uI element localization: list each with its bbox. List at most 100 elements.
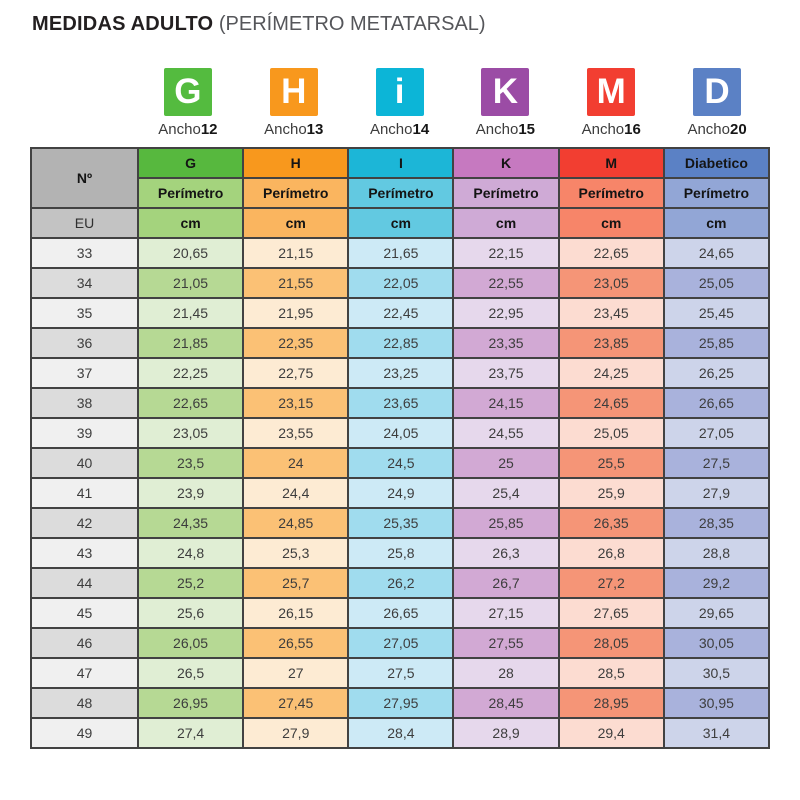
ancho-value: 14 [412, 121, 430, 138]
value-cell: 25,8 [347, 537, 455, 569]
value-cell: 24,65 [662, 237, 771, 269]
value-cell: 22,35 [242, 327, 350, 359]
size-cell: 45 [30, 597, 139, 629]
value-cell: 23,55 [242, 417, 350, 449]
value-cell: 29,65 [662, 597, 771, 629]
value-cell: 24,8 [136, 537, 245, 569]
header-row-units: EU cm cm cm cm cm cm [30, 207, 771, 239]
ancho-value: 15 [518, 121, 536, 138]
value-cell: 22,55 [452, 267, 560, 299]
table-row: 37 22,25 22,75 23,25 23,75 24,25 26,25 [30, 357, 771, 389]
page-title-main: MEDIDAS ADULTO [32, 13, 214, 35]
value-cell: 29,4 [557, 717, 665, 749]
value-cell: 22,65 [136, 387, 245, 419]
size-cell: 36 [30, 327, 139, 359]
perimeter-header-cell: Perímetro [557, 177, 665, 209]
table-row: 36 21,85 22,35 22,85 23,35 23,85 25,85 [30, 327, 771, 359]
eu-header-cell: EU [30, 207, 139, 239]
ancho-label: Ancho20 [687, 121, 746, 138]
width-letter-badge-i: i [375, 68, 424, 116]
value-cell: 25,9 [557, 477, 665, 509]
table-row: 38 22,65 23,15 23,65 24,15 24,65 26,65 [30, 387, 771, 419]
table-row: 33 20,65 21,15 21,65 22,15 22,65 24,65 [30, 237, 771, 269]
unit-header-cell: cm [557, 207, 665, 239]
table-row: 35 21,45 21,95 22,45 22,95 23,45 25,45 [30, 297, 771, 329]
value-cell: 26,05 [136, 627, 245, 659]
unit-header-cell: cm [347, 207, 455, 239]
value-cell: 25,5 [557, 447, 665, 479]
value-cell: 22,45 [347, 297, 455, 329]
column-header-cell-k: K [452, 147, 560, 179]
value-cell: 24,9 [347, 477, 455, 509]
table-row: 42 24,35 24,85 25,35 25,85 26,35 28,35 [30, 507, 771, 539]
value-cell: 24,05 [347, 417, 455, 449]
header-row-perimetro: Perímetro Perímetro Perímetro Perímetro Perí… [31, 177, 771, 209]
value-cell: 28,5 [557, 657, 665, 689]
value-cell: 27,9 [662, 477, 771, 509]
value-cell: 28,4 [347, 717, 455, 749]
value-cell: 25,4 [452, 477, 560, 509]
ancho-word: Ancho [369, 121, 413, 138]
value-cell: 25,05 [662, 267, 771, 299]
value-cell: 27,45 [242, 687, 350, 719]
value-cell: 22,75 [242, 357, 350, 389]
value-cell: 27,95 [347, 687, 455, 719]
size-cell: 49 [30, 717, 139, 749]
value-cell: 25,35 [347, 507, 455, 539]
ancho-value: 13 [306, 121, 324, 138]
value-cell: 26,65 [662, 387, 771, 419]
value-cell: 22,05 [347, 267, 455, 299]
width-badges-row: G Ancho12 H Ancho13 i Ancho14 K Ancho15 M Ancho16… [135, 68, 770, 138]
value-cell: 27,15 [452, 597, 560, 629]
value-cell: 27,5 [347, 657, 455, 689]
value-cell: 27,9 [242, 717, 350, 749]
table-row: 44 25,2 25,7 26,2 26,7 27,2 29,2 [30, 567, 771, 599]
value-cell: 28,05 [557, 627, 665, 659]
column-header-cell-i: I [347, 147, 455, 179]
value-cell: 27,2 [557, 567, 665, 599]
value-cell: 22,95 [452, 297, 560, 329]
badge-cell: D Ancho20 [664, 68, 770, 138]
column-header-cell-m: M [557, 147, 665, 179]
value-cell: 21,15 [242, 237, 350, 269]
value-cell: 27,4 [136, 717, 245, 749]
value-cell: 25,05 [557, 417, 665, 449]
ancho-value: 20 [729, 121, 747, 138]
value-cell: 24,85 [242, 507, 350, 539]
ancho-word: Ancho [264, 121, 307, 138]
size-cell: 47 [30, 657, 139, 689]
size-cell: 46 [30, 627, 139, 659]
value-cell: 26,15 [242, 597, 350, 629]
value-cell: 26,8 [557, 537, 665, 569]
value-cell: 26,35 [557, 507, 665, 539]
size-cell: 35 [30, 297, 139, 329]
column-header-cell-g: G [136, 147, 245, 179]
size-cell: 34 [30, 267, 139, 299]
value-cell: 26,5 [136, 657, 245, 689]
value-cell: 21,45 [136, 297, 245, 329]
unit-header-cell: cm [242, 207, 350, 239]
value-cell: 27,05 [662, 417, 771, 449]
value-cell: 22,65 [557, 237, 665, 269]
ancho-word: Ancho [475, 121, 519, 138]
value-cell: 28,35 [662, 507, 771, 539]
value-cell: 24,25 [557, 357, 665, 389]
value-cell: 27,55 [452, 627, 560, 659]
value-cell: 25 [452, 447, 560, 479]
perimeter-header-cell: Perímetro [242, 177, 350, 209]
value-cell: 23,75 [452, 357, 560, 389]
value-cell: 25,85 [452, 507, 560, 539]
size-cell: 40 [30, 447, 139, 479]
unit-header-cell: cm [136, 207, 245, 239]
perimeter-header-cell: Perímetro [347, 177, 455, 209]
value-cell: 30,05 [662, 627, 771, 659]
value-cell: 23,05 [557, 267, 665, 299]
value-cell: 30,5 [662, 657, 771, 689]
value-cell: 21,95 [242, 297, 350, 329]
value-cell: 30,95 [662, 687, 771, 719]
width-letter-badge-m: M [587, 68, 636, 116]
table-row: 43 24,8 25,3 25,8 26,3 26,8 28,8 [30, 537, 771, 569]
value-cell: 27,05 [347, 627, 455, 659]
value-cell: 27 [242, 657, 350, 689]
